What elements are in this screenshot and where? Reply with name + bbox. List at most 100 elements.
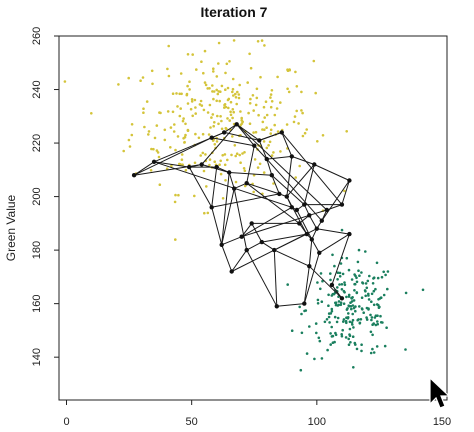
cluster-point xyxy=(205,185,208,188)
cluster-point xyxy=(372,351,376,354)
cluster-point xyxy=(314,322,318,325)
cluster-point xyxy=(212,97,215,101)
network-edge xyxy=(154,161,190,168)
cluster-point xyxy=(348,333,351,336)
cluster-point xyxy=(295,109,299,113)
cluster-point xyxy=(317,336,321,340)
network-edge xyxy=(211,167,218,208)
cluster-point xyxy=(175,92,178,95)
cluster-point xyxy=(354,274,357,278)
cluster-point xyxy=(376,314,379,318)
cluster-point xyxy=(275,107,279,110)
cluster-point xyxy=(369,351,373,355)
cluster-point xyxy=(212,70,215,73)
cluster-point xyxy=(384,273,387,277)
network-edge xyxy=(236,123,255,147)
network-node xyxy=(289,205,294,210)
cluster-point xyxy=(298,305,302,309)
network-edge xyxy=(221,188,235,245)
cluster-point xyxy=(355,280,359,284)
cluster-point xyxy=(264,100,268,103)
cluster-point xyxy=(370,300,373,304)
network-edge xyxy=(221,236,242,246)
network-edge xyxy=(229,172,272,176)
cluster-point xyxy=(243,151,246,154)
cluster-point xyxy=(203,211,206,215)
cluster-point xyxy=(218,99,221,103)
cluster-point xyxy=(364,294,368,298)
cluster-point xyxy=(301,111,304,115)
cluster-point xyxy=(286,87,289,91)
cluster-point xyxy=(342,302,346,306)
cluster-point xyxy=(197,136,201,140)
network-edge xyxy=(276,303,305,307)
cluster-point xyxy=(361,282,365,285)
cluster-point xyxy=(279,101,282,104)
cluster-point xyxy=(226,86,230,90)
cluster-point xyxy=(379,296,383,300)
axes: 0 50 100 150 140 160 180 200 220 240 260 xyxy=(31,27,451,428)
x-tick-label: 50 xyxy=(186,416,198,428)
cluster-point xyxy=(128,145,132,148)
cluster-point xyxy=(209,126,212,129)
cluster-point xyxy=(371,282,375,285)
cluster-point xyxy=(352,366,355,369)
cluster-point xyxy=(347,268,351,272)
cluster-point xyxy=(252,190,255,194)
cluster-point xyxy=(338,271,342,275)
cluster-point xyxy=(225,62,229,66)
cluster-point xyxy=(336,278,339,281)
cluster-point xyxy=(360,271,363,274)
cluster-point xyxy=(238,83,241,87)
cluster-point xyxy=(357,269,360,273)
cluster-point xyxy=(151,82,154,86)
cluster-point xyxy=(181,119,185,123)
cluster-point xyxy=(186,102,190,105)
cluster-point xyxy=(147,130,151,133)
network-node xyxy=(209,135,214,140)
network-node xyxy=(347,231,352,237)
cluster-point xyxy=(308,325,311,328)
cluster-point xyxy=(351,318,355,322)
cluster-point xyxy=(139,79,142,82)
cluster-point xyxy=(364,290,367,293)
y-tick-label: 180 xyxy=(31,241,43,259)
network-node xyxy=(294,207,299,213)
cluster-point xyxy=(181,163,184,166)
cluster-point xyxy=(299,368,303,372)
cluster-point xyxy=(215,140,219,143)
network-edge xyxy=(246,241,263,251)
network-node xyxy=(187,164,192,170)
cluster-point xyxy=(382,270,386,274)
cluster-point xyxy=(375,345,379,348)
cluster-point xyxy=(254,103,258,107)
cluster-point xyxy=(340,334,344,338)
cluster-point xyxy=(263,116,267,119)
cluster-point xyxy=(248,122,252,125)
cluster-point xyxy=(330,309,334,313)
cluster-point xyxy=(186,128,190,132)
network-edge xyxy=(303,164,315,205)
cluster-point xyxy=(318,339,322,343)
cluster-point xyxy=(150,69,154,73)
cluster-point xyxy=(404,291,408,295)
cluster-point xyxy=(191,114,194,118)
cluster-point xyxy=(261,120,265,124)
network-edge xyxy=(281,132,293,157)
cluster-point xyxy=(202,71,205,75)
network-edge xyxy=(253,145,268,160)
cluster-point xyxy=(294,176,298,179)
cluster-point xyxy=(183,140,186,144)
cluster-point xyxy=(347,312,350,315)
cluster-point xyxy=(349,341,352,344)
cluster-point xyxy=(421,288,425,292)
cluster-point xyxy=(265,113,269,117)
network-edge xyxy=(133,137,212,176)
cluster-point xyxy=(240,116,243,120)
cluster-point xyxy=(251,94,255,97)
cluster-point xyxy=(193,98,197,102)
cluster-point xyxy=(167,74,171,78)
cluster-point xyxy=(341,272,345,276)
cluster-point xyxy=(243,184,247,188)
